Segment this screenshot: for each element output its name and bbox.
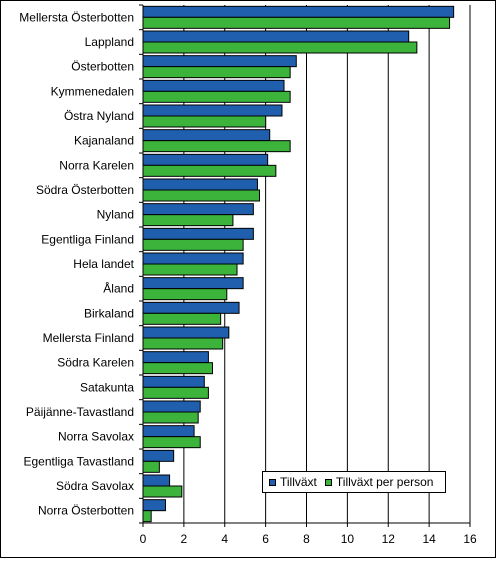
bar-tillvaxt-per-person bbox=[142, 312, 222, 325]
x-tick-label: 6 bbox=[262, 532, 269, 546]
bar-tillvaxt bbox=[142, 351, 209, 364]
x-tick-label: 0 bbox=[140, 532, 147, 546]
category-label: Kymmenedalen bbox=[51, 84, 134, 98]
bar-tillvaxt-per-person bbox=[142, 411, 199, 424]
x-tick-label: 12 bbox=[382, 532, 396, 546]
bar-tillvaxt bbox=[142, 203, 254, 216]
bar-tillvaxt-per-person bbox=[142, 288, 228, 301]
category-label: Hela landet bbox=[73, 257, 134, 271]
bar-tillvaxt bbox=[142, 326, 230, 339]
bar-tillvaxt bbox=[142, 178, 258, 191]
bar-tillvaxt bbox=[142, 153, 269, 166]
bar-tillvaxt-per-person bbox=[142, 41, 418, 54]
legend-swatch-series-1 bbox=[269, 478, 276, 486]
bar-tillvaxt bbox=[142, 301, 240, 314]
legend-label-series-1: Tillväxt bbox=[280, 475, 317, 489]
bar-tillvaxt bbox=[142, 400, 201, 413]
bar-tillvaxt bbox=[142, 499, 166, 512]
bar-tillvaxt-per-person bbox=[142, 337, 224, 350]
legend-item-series-1: Tillväxt bbox=[269, 475, 317, 489]
category-label: Mellersta Finland bbox=[43, 331, 134, 345]
x-tick-label: 8 bbox=[303, 532, 310, 546]
category-label: Åland bbox=[103, 281, 134, 296]
bar-tillvaxt bbox=[142, 474, 171, 487]
bar-tillvaxt-per-person bbox=[142, 510, 152, 523]
bar-tillvaxt-per-person bbox=[142, 362, 213, 375]
legend-swatch-series-2 bbox=[324, 478, 332, 486]
bar-tillvaxt-per-person bbox=[142, 66, 291, 79]
x-tick-label: 16 bbox=[463, 532, 477, 546]
bar-tillvaxt bbox=[142, 425, 195, 438]
category-label: Egentliga Tavastland bbox=[23, 454, 134, 468]
bars bbox=[142, 5, 455, 523]
x-tick-labels: 0 2 4 6 8 10 12 14 16 bbox=[140, 532, 477, 546]
category-label: Lappland bbox=[85, 35, 134, 49]
bar-tillvaxt-per-person bbox=[142, 189, 260, 202]
category-label: Södra Karelen bbox=[57, 356, 134, 370]
bar-tillvaxt-per-person bbox=[142, 460, 160, 473]
category-label: Östra Nyland bbox=[64, 109, 134, 123]
x-tick-label: 2 bbox=[181, 532, 188, 546]
legend: Tillväxt Tillväxt per person bbox=[262, 471, 446, 493]
category-label: Österbotten bbox=[71, 60, 134, 74]
bar-tillvaxt-per-person bbox=[142, 386, 209, 399]
bar-tillvaxt-per-person bbox=[142, 140, 291, 153]
bar-tillvaxt bbox=[142, 79, 285, 92]
category-label: Södra Österbotten bbox=[36, 183, 134, 197]
bar-tillvaxt-per-person bbox=[142, 164, 277, 177]
bar-tillvaxt-per-person bbox=[142, 238, 244, 251]
bar-tillvaxt-per-person bbox=[142, 90, 291, 103]
category-label: Päijänne-Tavastland bbox=[26, 405, 134, 419]
bar-tillvaxt bbox=[142, 30, 410, 43]
bar-tillvaxt bbox=[142, 449, 175, 462]
category-label: Södra Savolax bbox=[56, 479, 134, 493]
category-label: Kajanaland bbox=[74, 134, 134, 148]
bar-tillvaxt bbox=[142, 375, 205, 388]
category-label: Satakunta bbox=[80, 380, 134, 394]
category-label: Norra Savolax bbox=[58, 430, 134, 444]
x-tick-label: 14 bbox=[422, 532, 436, 546]
bar-tillvaxt bbox=[142, 252, 244, 265]
bar-tillvaxt bbox=[142, 104, 283, 117]
bar-tillvaxt bbox=[142, 55, 297, 68]
axes bbox=[139, 4, 471, 527]
bar-tillvaxt-per-person bbox=[142, 214, 234, 227]
legend-label-series-2: Tillväxt per person bbox=[335, 475, 434, 489]
bar-tillvaxt bbox=[142, 227, 254, 240]
bar-tillvaxt-per-person bbox=[142, 485, 183, 498]
category-label: Egentliga Finland bbox=[41, 232, 134, 246]
x-tick-label: 4 bbox=[221, 532, 228, 546]
bar-tillvaxt-per-person bbox=[142, 115, 267, 128]
category-label: Norra Karelen bbox=[59, 158, 134, 172]
x-tick-label: 10 bbox=[341, 532, 355, 546]
bar-tillvaxt bbox=[142, 277, 244, 290]
bar-tillvaxt-per-person bbox=[142, 263, 238, 276]
category-label: Mellersta Österbotten bbox=[19, 10, 134, 24]
category-labels: Mellersta Österbotten Lappland Österbotten… bbox=[19, 10, 134, 517]
bar-tillvaxt-per-person bbox=[142, 16, 451, 29]
bar-tillvaxt-per-person bbox=[142, 436, 201, 449]
bar-tillvaxt bbox=[142, 129, 271, 142]
category-label: Norra Österbotten bbox=[38, 504, 134, 518]
category-label: Nyland bbox=[97, 208, 134, 222]
bar-tillvaxt bbox=[142, 5, 455, 18]
category-label: Birkaland bbox=[84, 306, 134, 320]
legend-item-series-2: Tillväxt per person bbox=[324, 475, 434, 489]
